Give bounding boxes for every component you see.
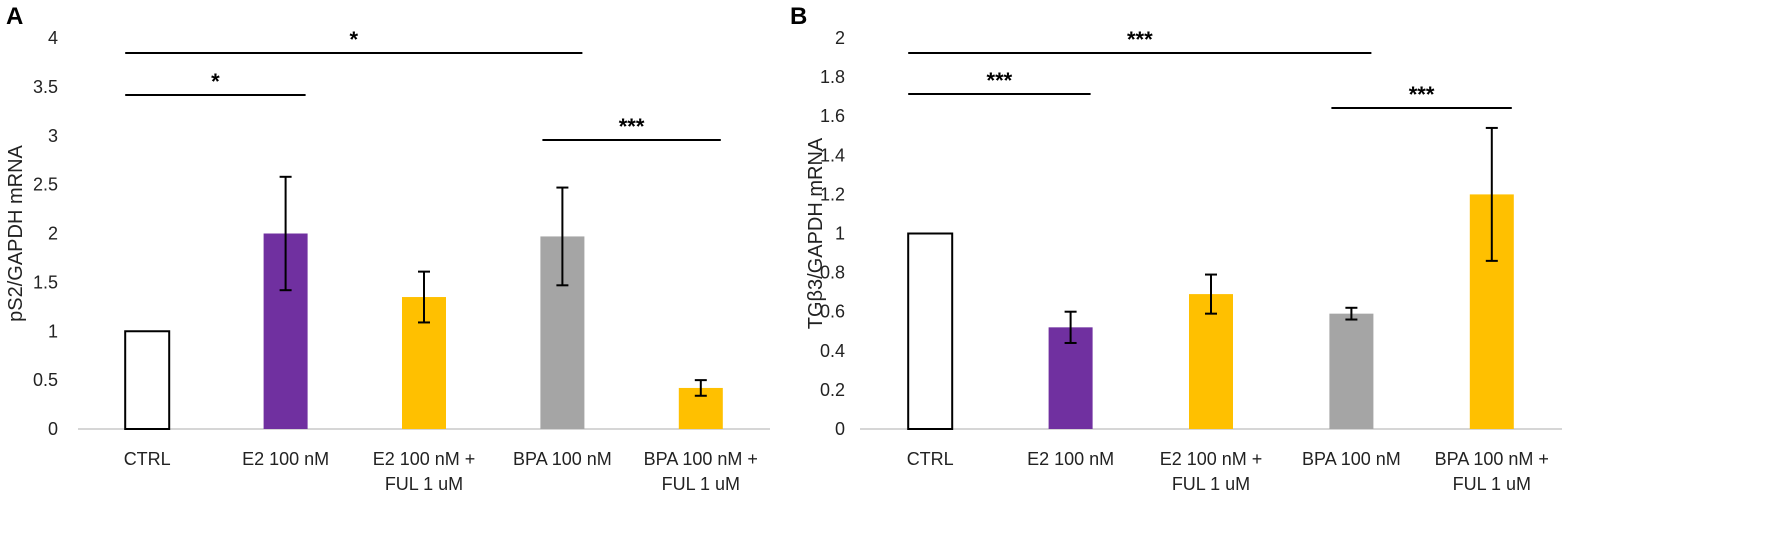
- significance-label: ***: [987, 68, 1013, 93]
- y-tick-label: 0.5: [33, 370, 58, 390]
- bar: [1329, 313, 1374, 429]
- x-category-label: CTRL: [124, 449, 171, 469]
- significance-label: ***: [1127, 27, 1153, 52]
- y-tick-label: 1: [835, 224, 845, 244]
- y-tick-label: 2: [835, 28, 845, 48]
- significance-label: *: [211, 69, 220, 94]
- x-category-label: E2 100 nM: [1027, 449, 1114, 469]
- y-tick-label: 0.8: [820, 263, 845, 283]
- y-axis-label: pS2/GAPDH mRNA: [5, 144, 27, 321]
- x-category-label: FUL 1 uM: [662, 474, 740, 494]
- x-category-label: E2 100 nM +: [373, 449, 476, 469]
- y-tick-label: 1: [48, 321, 58, 341]
- panel-label: A: [6, 3, 23, 30]
- y-tick-label: 2: [48, 224, 58, 244]
- x-category-label: E2 100 nM: [242, 449, 329, 469]
- y-tick-label: 3: [48, 126, 58, 146]
- y-tick-label: 0: [48, 419, 58, 439]
- y-tick-label: 4: [48, 28, 58, 48]
- y-tick-label: 1.4: [820, 145, 845, 165]
- chart-panel-b: B TGβ3/GAPDH mRNA 0 0.2 0.4 0.6 0.8 1 1.2 1.4 1.6 1…: [790, 3, 1562, 494]
- y-tick-label: 1.8: [820, 67, 845, 87]
- x-category-label: BPA 100 nM +: [644, 449, 758, 469]
- y-tick-label: 1.6: [820, 106, 845, 126]
- y-tick-label: 0.4: [820, 341, 845, 361]
- y-tick-label: 0.6: [820, 302, 845, 322]
- x-category-label: FUL 1 uM: [1172, 474, 1250, 494]
- x-category-label: BPA 100 nM: [513, 449, 612, 469]
- x-category-label: BPA 100 nM: [1302, 449, 1401, 469]
- significance-label: *: [350, 27, 359, 52]
- y-axis-label: TGβ3/GAPDH mRNA: [805, 137, 827, 329]
- y-tick-label: 1.5: [33, 272, 58, 292]
- y-tick-label: 0.2: [820, 380, 845, 400]
- y-tick-label: 1.2: [820, 184, 845, 204]
- significance-label: ***: [1409, 82, 1435, 107]
- y-tick-label: 3.5: [33, 77, 58, 97]
- bar: [1189, 294, 1233, 429]
- panel-label: B: [790, 3, 807, 30]
- significance-label: ***: [619, 114, 645, 139]
- bar: [1048, 327, 1093, 429]
- bar: [124, 330, 171, 430]
- x-category-label: E2 100 nM +: [1160, 449, 1263, 469]
- x-category-label: BPA 100 nM +: [1435, 449, 1549, 469]
- y-tick-label: 0: [835, 419, 845, 439]
- x-category-label: FUL 1 uM: [1453, 474, 1531, 494]
- x-category-label: FUL 1 uM: [385, 474, 463, 494]
- bar: [907, 232, 954, 430]
- y-tick-label: 2.5: [33, 175, 58, 195]
- x-category-label: CTRL: [907, 449, 954, 469]
